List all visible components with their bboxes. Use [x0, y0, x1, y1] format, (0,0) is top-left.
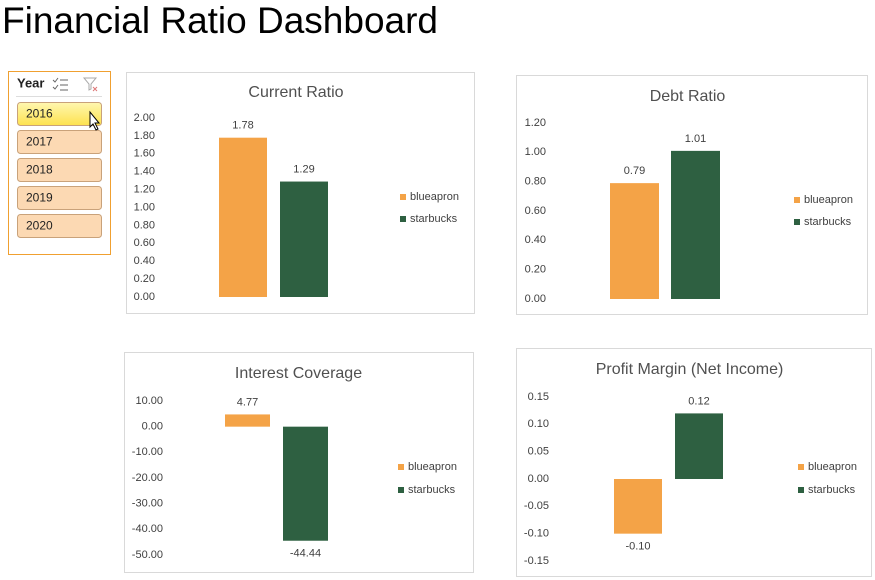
y-tick-label: 0.00 — [528, 473, 549, 485]
legend-label: blueapron — [410, 191, 459, 203]
bar — [225, 414, 270, 427]
clear-filter-icon[interactable] — [82, 77, 98, 92]
y-tick-label: 0.60 — [134, 237, 155, 249]
y-tick-label: 1.80 — [134, 130, 155, 142]
y-tick-label: 1.20 — [525, 117, 546, 129]
chart: Interest Coverage -50.00 -40.00 -30.00 -20.0… — [124, 352, 474, 573]
y-tick-label: 1.40 — [134, 166, 155, 178]
y-tick-label: 0.00 — [142, 421, 163, 433]
slicer-button-label[interactable]: 2018 — [26, 163, 53, 177]
y-tick-label: 0.00 — [525, 293, 546, 305]
data-label: -0.10 — [625, 541, 650, 553]
y-tick-label: 0.00 — [134, 291, 155, 303]
y-tick-label: 10.00 — [135, 395, 163, 407]
legend-label: blueapron — [808, 461, 857, 473]
dashboard-title: Financial Ratio Dashboard — [2, 0, 438, 41]
slicer-button[interactable] — [17, 214, 102, 238]
slicer-button-label[interactable]: 2020 — [26, 219, 53, 233]
mouse-cursor — [89, 110, 101, 131]
legend-label: starbucks — [804, 216, 852, 228]
y-tick-label: 0.10 — [528, 418, 549, 430]
legend-swatch — [794, 219, 800, 225]
legend-swatch — [798, 464, 804, 470]
y-tick-label: 0.15 — [528, 391, 549, 403]
legend-swatch — [400, 216, 406, 222]
bar — [614, 479, 662, 534]
y-tick-label: 1.60 — [134, 148, 155, 160]
chart: Debt Ratio 0.00 0.20 0.40 0.60 0.80 1.00 1.20 0.… — [516, 75, 868, 315]
legend-label: starbucks — [410, 213, 458, 225]
bar — [671, 150, 720, 299]
y-tick-label: -0.05 — [524, 500, 549, 512]
slicer-title: Year — [17, 75, 44, 90]
y-tick-label: -0.15 — [524, 555, 549, 567]
bar — [280, 181, 328, 297]
bar — [610, 183, 659, 299]
y-tick-label: -30.00 — [132, 498, 163, 510]
slicer-items: 2016 2017 2018 2019 2020 — [17, 102, 102, 238]
legend-label: starbucks — [808, 484, 856, 496]
y-tick-label: 1.20 — [134, 184, 155, 196]
chart: Current Ratio 0.00 0.20 0.40 0.60 0.80 1.00 1.2… — [126, 72, 475, 314]
legend-label: blueapron — [804, 194, 853, 206]
y-tick-label: 0.20 — [134, 273, 155, 285]
data-label: 4.77 — [237, 396, 258, 408]
data-label: 1.01 — [685, 133, 706, 145]
legend-swatch — [398, 464, 404, 470]
legend-swatch — [794, 197, 800, 203]
bar — [219, 137, 267, 297]
data-label: 1.29 — [293, 163, 314, 175]
chart: Profit Margin (Net Income) -0.15 -0.10 -0.0… — [516, 348, 872, 577]
y-tick-label: 2.00 — [134, 112, 155, 124]
y-tick-label: 0.40 — [525, 234, 546, 246]
legend-label: starbucks — [408, 484, 456, 496]
y-tick-label: 0.80 — [525, 176, 546, 188]
y-tick-label: 0.40 — [134, 255, 155, 267]
y-tick-label: 0.05 — [528, 446, 549, 458]
chart-title: Profit Margin (Net Income) — [596, 361, 784, 378]
slicer-button-label[interactable]: 2017 — [26, 135, 53, 149]
legend-swatch — [798, 487, 804, 493]
data-label: 0.79 — [624, 165, 645, 177]
y-tick-label: 0.20 — [525, 264, 546, 276]
multi-select-icon[interactable] — [52, 77, 68, 91]
slicer-button[interactable] — [17, 102, 102, 126]
legend-label: blueapron — [408, 461, 457, 473]
data-label: 0.12 — [688, 395, 709, 407]
slicer-button-label[interactable]: 2016 — [26, 107, 53, 121]
y-tick-label: -50.00 — [132, 549, 163, 561]
data-label: 1.78 — [232, 120, 253, 132]
y-tick-label: -0.10 — [524, 528, 549, 540]
legend-swatch — [400, 194, 406, 200]
data-label: -44.44 — [290, 548, 321, 560]
legend-swatch — [398, 487, 404, 493]
slicer-button[interactable] — [17, 158, 102, 182]
chart-title: Current Ratio — [248, 84, 343, 101]
chart-title: Debt Ratio — [650, 88, 726, 105]
y-tick-label: 1.00 — [525, 146, 546, 158]
bar — [675, 413, 723, 479]
y-tick-label: 0.80 — [134, 219, 155, 231]
y-tick-label: 1.00 — [134, 201, 155, 213]
chart-title: Interest Coverage — [235, 365, 362, 382]
y-tick-label: -40.00 — [132, 523, 163, 535]
slicer-button[interactable] — [17, 130, 102, 154]
y-tick-label: -20.00 — [132, 472, 163, 484]
y-tick-label: -10.00 — [132, 446, 163, 458]
slicer-button[interactable] — [17, 186, 102, 210]
bar — [283, 426, 328, 541]
slicer-button-label[interactable]: 2019 — [26, 191, 53, 205]
y-tick-label: 0.60 — [525, 205, 546, 217]
